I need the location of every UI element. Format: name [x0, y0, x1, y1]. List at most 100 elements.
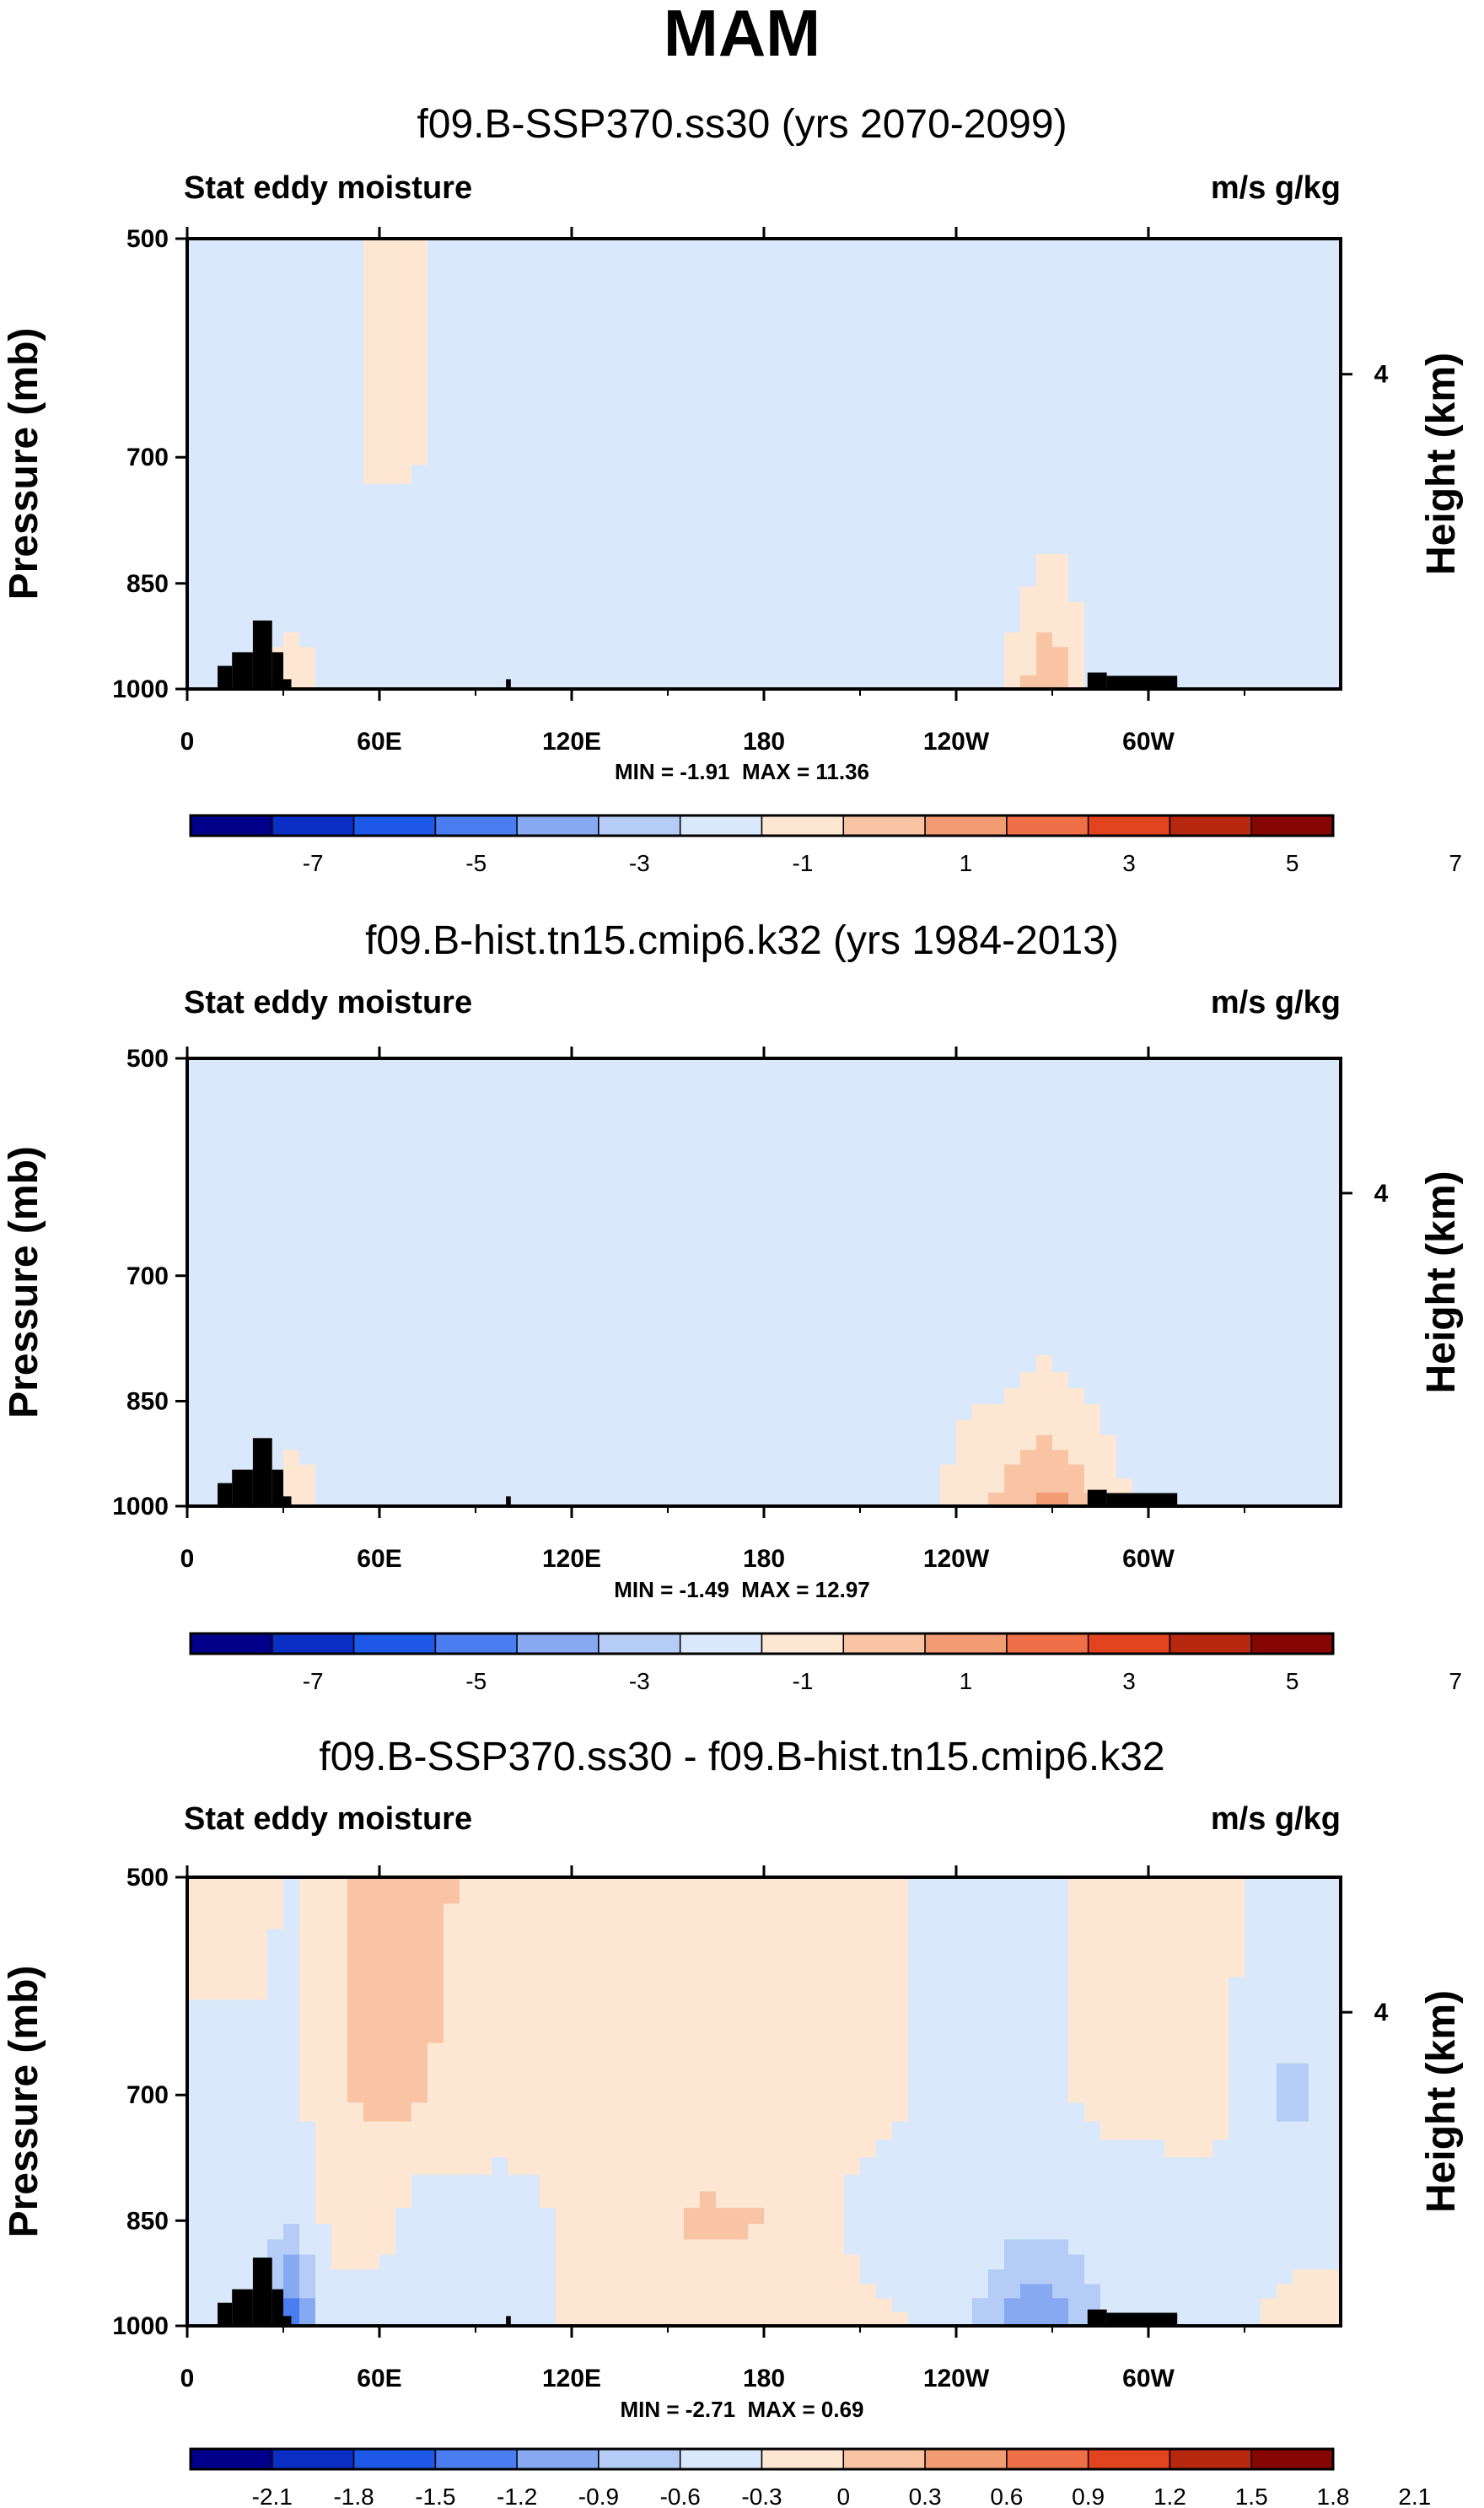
- field-cell: [347, 2174, 364, 2193]
- field-cell: [251, 2224, 268, 2241]
- field-cell: [363, 2239, 380, 2256]
- field-cell: [1004, 383, 1021, 406]
- field-cell: [1004, 2021, 1021, 2044]
- field-cell: [1132, 519, 1149, 538]
- field-cell: [796, 1877, 813, 1904]
- field-cell: [620, 1999, 637, 2022]
- field-cell: [988, 338, 1005, 363]
- field-cell: [636, 2021, 653, 2044]
- field-cell: [684, 1478, 701, 1493]
- field-cell: [1164, 554, 1181, 572]
- field-cell: [1229, 483, 1245, 503]
- field-cell: [860, 1224, 877, 1245]
- field-cell: [1084, 1202, 1101, 1224]
- field-cell: [988, 2208, 1005, 2225]
- field-cell: [347, 617, 364, 633]
- field-cell: [1325, 1355, 1342, 1373]
- field-cell: [1196, 239, 1213, 266]
- field-cell: [780, 383, 797, 406]
- field-cell: [748, 1058, 765, 1085]
- field-cell: [1068, 570, 1085, 588]
- field-cell: [620, 2157, 637, 2176]
- field-cell: [620, 1244, 637, 1265]
- field-cell: [203, 1953, 220, 1978]
- field-cell: [540, 1999, 556, 2022]
- field-cell: [460, 586, 476, 603]
- field-cell: [1293, 1181, 1309, 1203]
- field-cell: [235, 361, 252, 385]
- field-cell: [235, 617, 252, 633]
- field-cell: [956, 2191, 973, 2209]
- field-cell: [1068, 1929, 1085, 1954]
- field-cell: [1052, 1084, 1069, 1111]
- field-cell: [1052, 465, 1069, 485]
- field-cell: [972, 1320, 989, 1339]
- field-cell: [716, 1320, 733, 1339]
- field-cell: [684, 1084, 701, 1111]
- field-cell: [940, 1264, 957, 1284]
- field-cell: [652, 2174, 669, 2193]
- field-cell: [524, 1419, 540, 1436]
- field-cell: [283, 1181, 300, 1203]
- field-cell: [988, 1999, 1005, 2022]
- field-cell: [379, 661, 396, 676]
- field-cell: [652, 1244, 669, 1265]
- field-cell: [508, 338, 524, 363]
- field-cell: [892, 1877, 909, 1904]
- field-cell: [235, 602, 252, 618]
- field-cell: [780, 1434, 797, 1450]
- field-cell: [684, 383, 701, 406]
- field-cell: [363, 2191, 380, 2209]
- field-cell: [732, 2174, 749, 2193]
- field-cell: [1068, 2021, 1085, 2044]
- field-cell: [716, 502, 733, 521]
- field-cell: [556, 383, 573, 406]
- field-cell: [604, 1058, 621, 1085]
- field-cell: [604, 1877, 621, 1904]
- field-cell: [1293, 1244, 1309, 1265]
- field-cell: [940, 2121, 957, 2140]
- field-cell: [1068, 361, 1085, 385]
- field-cell: [588, 632, 605, 648]
- field-cell: [668, 1158, 685, 1181]
- field-cell: [700, 1283, 717, 1303]
- field-cell: [588, 1434, 605, 1450]
- field-cell: [460, 1264, 476, 1284]
- field-cell: [1325, 675, 1342, 690]
- field-cell: [812, 2121, 829, 2140]
- field-cell: [940, 361, 957, 385]
- field-cell: [652, 2298, 669, 2313]
- field-cell: [908, 1371, 925, 1389]
- field-cell: [956, 647, 973, 662]
- field-cell: [636, 1492, 653, 1507]
- field-cell: [1036, 554, 1053, 572]
- field-cell: [748, 1877, 765, 1904]
- field-cell: [411, 602, 428, 618]
- field-cell: [876, 2269, 893, 2285]
- field-cell: [251, 2157, 268, 2176]
- field-cell: [508, 1084, 524, 1111]
- field-cell: [1052, 315, 1069, 340]
- field-cell: [636, 1977, 653, 2000]
- field-cell: [876, 1302, 893, 1321]
- field-cell: [684, 2254, 701, 2270]
- field-cell: [908, 632, 925, 648]
- topography-block: [252, 620, 272, 689]
- colorbar-label: 7: [1449, 850, 1462, 876]
- field-cell: [1004, 361, 1021, 385]
- field-cell: [684, 586, 701, 603]
- field-cell: [283, 602, 300, 618]
- field-cell: [283, 425, 300, 446]
- field-cell: [860, 1320, 877, 1339]
- field-cell: [476, 2191, 492, 2209]
- field-cell: [1229, 1434, 1245, 1450]
- field-cell: [411, 1877, 428, 1904]
- field-cell: [1261, 1283, 1277, 1303]
- field-cell: [1020, 1419, 1037, 1436]
- panel-1-variable-label: Stat eddy moisture: [184, 170, 473, 206]
- field-cell: [315, 445, 332, 466]
- field-cell: [299, 2239, 316, 2256]
- field-cell: [476, 445, 492, 466]
- field-cell: [1052, 1903, 1069, 1929]
- field-cell: [524, 2239, 540, 2256]
